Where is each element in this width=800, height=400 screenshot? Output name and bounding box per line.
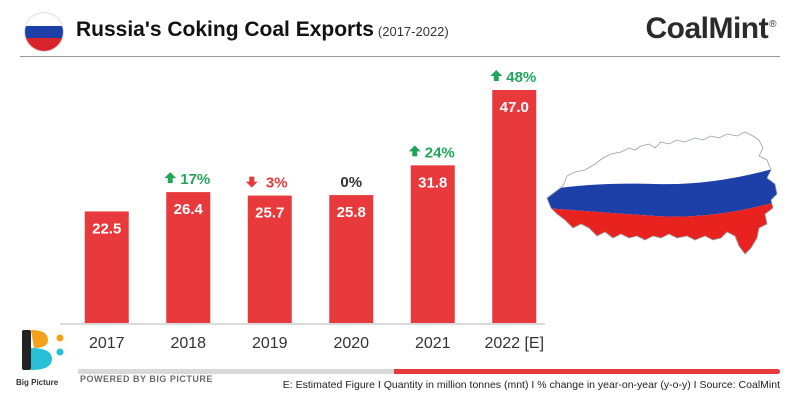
powered-by-label: POWERED BY BIG PICTURE: [80, 374, 213, 384]
coalmint-logo: CoalMint®: [645, 12, 776, 45]
bar-value-label: 26.4: [174, 201, 204, 218]
russia-flag-icon: [25, 13, 63, 51]
yoy-change-label: 48%: [506, 69, 536, 86]
bar-value-label: 47.0: [500, 99, 529, 116]
header-divider: [20, 56, 780, 57]
up-arrow-icon: [164, 172, 177, 184]
bar-value-label: 25.8: [337, 204, 366, 221]
x-tick-label: 2020: [333, 335, 369, 352]
x-tick-label: 2022 [E]: [484, 335, 544, 352]
yoy-change-label: 24%: [425, 144, 455, 161]
bar: [492, 90, 537, 323]
russia-map-icon: [546, 131, 778, 255]
chart-title: Russia's Coking Coal Exports (2017-2022): [76, 18, 449, 41]
x-tick-label: 2021: [415, 335, 451, 352]
bar-value-label: 22.5: [92, 220, 121, 237]
bar-value-label: 31.8: [418, 174, 447, 191]
bar: [410, 165, 455, 323]
bar: [166, 192, 211, 323]
x-tick-label: 2019: [252, 335, 288, 352]
x-tick-label: 2018: [170, 335, 206, 352]
yoy-change-label: 17%: [180, 171, 210, 188]
bar: [247, 195, 292, 323]
big-picture-label: Big Picture: [16, 378, 59, 387]
up-arrow-icon: [408, 145, 421, 157]
yoy-change-label: 0%: [340, 174, 362, 191]
bar: [84, 211, 129, 323]
footer-accent-bar: [78, 369, 780, 374]
bar-value-label: 25.7: [255, 205, 284, 222]
up-arrow-icon: [490, 70, 503, 81]
down-arrow-icon: [245, 176, 258, 188]
footnote: E: Estimated Figure I Quantity in millio…: [282, 379, 780, 391]
big-picture-logo: [22, 330, 64, 370]
x-tick-label: 2017: [89, 335, 125, 352]
bar: [329, 195, 374, 323]
chart-subtitle: (2017-2022): [377, 24, 449, 39]
yoy-change-label: 3%: [266, 175, 288, 192]
